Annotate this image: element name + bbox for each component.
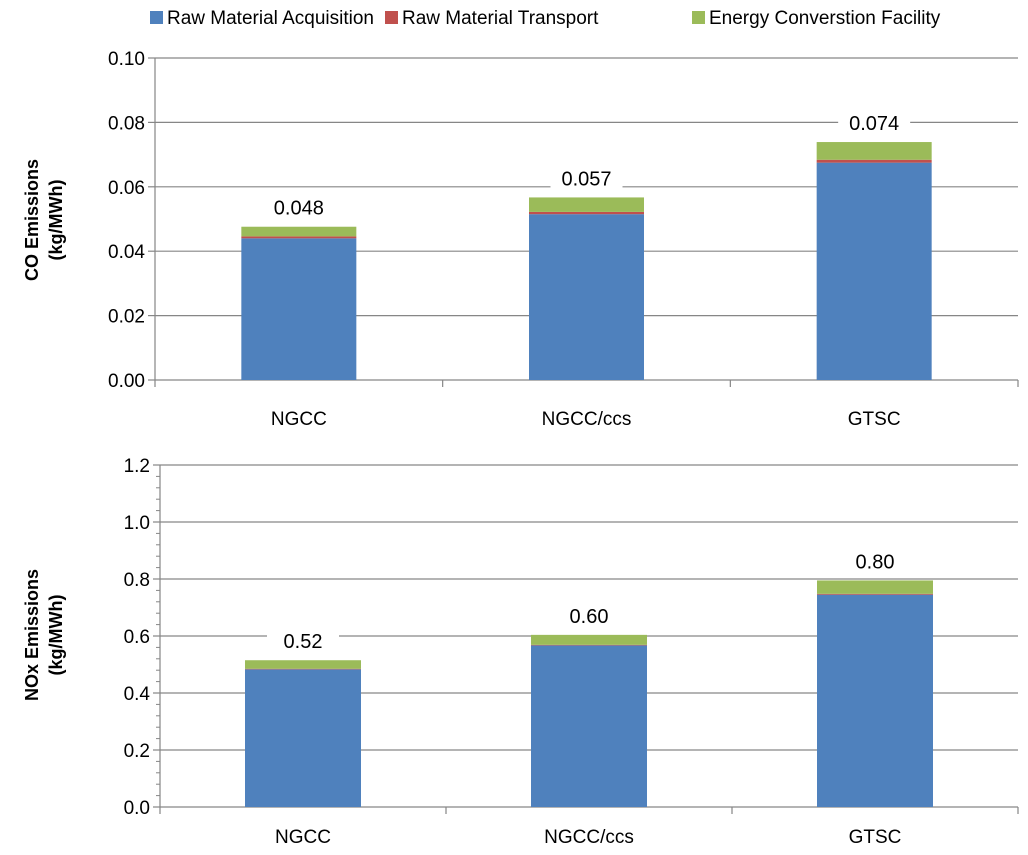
nox-ytick-label: 0.8: [124, 570, 150, 591]
nox-category-label-2: NGCC/ccs: [544, 827, 634, 848]
legend-label-3: Energy Converstion Facility: [709, 8, 941, 29]
co-y-axis-title-line1: CO Emissions: [22, 159, 42, 281]
nox-y-axis-title: NOx Emissions (kg/MWh): [22, 569, 66, 701]
co-data-label-bg: [262, 194, 335, 221]
nox-category-label-3: GTSC: [849, 827, 902, 848]
nox-bar-ngcc-ccs-series-2: [531, 644, 647, 646]
co-emissions-chart: 0.00 0.02 0.04 0.06 0.08 0.10 0.048 NGCC 0.057 NG…: [22, 49, 1019, 430]
legend-label-2: Raw Material Transport: [402, 8, 599, 29]
nox-data-label-bg: [839, 548, 911, 575]
nox-ytick-label: 0.6: [124, 627, 150, 648]
nox-data-label-3: 0.80: [856, 551, 895, 573]
legend: Raw Material Acquisition Raw Material Tra…: [150, 8, 941, 29]
nox-bar-ngcc-series-3: [245, 660, 361, 669]
nox-ytick-label: 0.0: [124, 798, 150, 819]
nox-category-label-1: NGCC: [275, 827, 331, 848]
co-bar-gtsc-series-2: [816, 159, 932, 163]
nox-bar-ngcc-ccs-series-1: [531, 645, 647, 807]
co-bar-ngcc-series-1: [241, 238, 357, 380]
co-ytick-label: 0.08: [108, 113, 145, 134]
nox-bar-gtsc-series-3: [817, 580, 933, 594]
co-data-label-bg: [550, 165, 623, 192]
legend-swatch-1: [150, 11, 163, 24]
legend-label-1: Raw Material Acquisition: [167, 8, 374, 29]
nox-ytick-label: 1.2: [124, 456, 150, 477]
co-ytick-label: 0.02: [108, 307, 145, 328]
nox-data-label-bg: [553, 602, 625, 629]
nox-bar-ngcc-series-1: [245, 669, 361, 807]
nox-data-label-1: 0.52: [284, 631, 323, 653]
co-data-label-2: 0.057: [561, 168, 611, 190]
co-y-axis-title-line2: (kg/MWh): [46, 180, 66, 261]
co-ytick-label: 0.06: [108, 178, 145, 199]
nox-ytick-label: 0.4: [124, 684, 151, 705]
co-bar-gtsc-series-1: [816, 162, 932, 380]
co-category-label-2: NGCC/ccs: [542, 409, 632, 430]
co-category-label-3: GTSC: [848, 409, 901, 430]
nox-data-label-bg: [267, 628, 339, 655]
nox-y-axis-title-line2: (kg/MWh): [46, 595, 66, 676]
co-bar-ngcc-ccs-series-3: [529, 197, 644, 212]
co-y-axis-title: CO Emissions (kg/MWh): [22, 159, 66, 281]
co-ytick-label: 0.10: [108, 49, 145, 70]
co-bar-gtsc-series-3: [816, 142, 932, 160]
co-bar-ngcc-ccs-series-1: [529, 214, 644, 380]
co-data-label-1: 0.048: [274, 198, 324, 220]
nox-bar-ngcc-series-2: [245, 668, 361, 670]
co-ytick-label: 0.00: [108, 371, 145, 392]
nox-ytick-label: 1.0: [124, 513, 150, 534]
co-data-label-bg: [838, 110, 911, 137]
co-data-label-3: 0.074: [849, 113, 899, 135]
co-category-label-1: NGCC: [271, 409, 327, 430]
nox-ytick-label: 0.2: [124, 741, 150, 762]
nox-data-label-2: 0.60: [570, 606, 609, 628]
co-ytick-label: 0.04: [108, 242, 145, 263]
nox-bar-gtsc-series-2: [817, 593, 933, 595]
legend-swatch-3: [692, 11, 705, 24]
legend-swatch-2: [385, 11, 398, 24]
nox-emissions-chart: 0.0 0.2 0.4 0.6 0.8 1.0 1.2 0.52 NGCC 0.60 NGCC/cc…: [22, 456, 1019, 848]
co-bar-ngcc-series-3: [241, 226, 357, 237]
nox-bar-ngcc-ccs-series-3: [531, 634, 647, 645]
nox-bar-gtsc-series-1: [817, 594, 933, 807]
nox-y-axis-title-line1: NOx Emissions: [22, 569, 42, 701]
co-bar-ngcc-series-2: [241, 236, 357, 239]
co-bar-ngcc-ccs-series-2: [529, 211, 644, 215]
